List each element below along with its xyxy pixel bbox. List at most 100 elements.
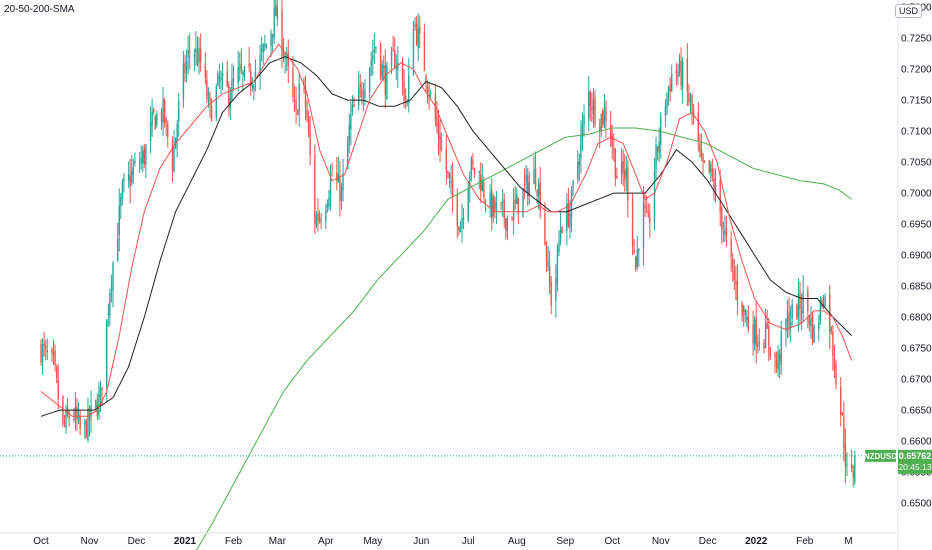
candle-body (309, 132, 311, 156)
candle-body (755, 317, 757, 347)
candle-body (602, 109, 604, 124)
candle-body (620, 161, 623, 175)
candle-body (603, 110, 606, 126)
candle-body (478, 171, 480, 174)
candle-body (613, 148, 615, 150)
candle-body (611, 135, 613, 148)
candle-body (547, 261, 549, 267)
price-axis-tick: 0.72500 (901, 34, 932, 45)
candle-body (818, 321, 820, 330)
candle-body (373, 49, 376, 53)
time-axis-label: Nov (652, 536, 670, 547)
candle-body (555, 278, 557, 302)
candle-body (339, 175, 341, 202)
candle-body (649, 216, 651, 223)
candle-body (636, 250, 638, 267)
candle-body (741, 303, 743, 316)
candle-body (357, 87, 360, 106)
candle-body (372, 55, 374, 60)
candle-body (451, 177, 454, 197)
candle-body (653, 171, 656, 222)
candle-body (63, 422, 66, 424)
candle-body (522, 188, 524, 217)
candle-body (154, 116, 156, 130)
candle-body (151, 112, 153, 127)
candle-body (99, 387, 102, 397)
candle-body (397, 62, 399, 71)
candle-body (807, 290, 809, 312)
price-axis[interactable]: 0.650000.655000.660000.665000.670000.675… (901, 3, 932, 510)
time-axis-label: Aug (508, 536, 526, 547)
candle-body (76, 406, 78, 419)
candle-body (336, 172, 338, 181)
candle-body (456, 194, 458, 227)
currency-badge[interactable]: USD (894, 4, 922, 18)
candle-body (735, 281, 737, 284)
candle-body (66, 407, 69, 415)
candle-body (342, 172, 344, 190)
candle-body (243, 66, 246, 77)
candle-body (350, 113, 352, 129)
candle-body (588, 91, 590, 119)
candle-body (686, 57, 689, 91)
time-axis-label: 2021 (174, 536, 197, 547)
candle-body (401, 60, 404, 80)
candle-body (364, 89, 366, 99)
candle-body (791, 304, 793, 319)
candle-body (667, 87, 670, 92)
candle-body (176, 124, 178, 142)
time-axis[interactable]: Oct Nov Dec 2021 Feb Mar Apr May Jun Jul Aug Sep Oct… (33, 536, 852, 547)
candle-body (758, 341, 761, 344)
candle-body (57, 379, 59, 400)
indicator-legend[interactable]: 20-50-200-SMA (4, 4, 75, 15)
candle-body (52, 350, 55, 355)
candle-body (436, 115, 438, 127)
candle-body (852, 471, 854, 478)
candle-body (516, 194, 518, 205)
candle-body (753, 319, 756, 345)
candle-body (645, 210, 648, 212)
candle-body (609, 125, 612, 140)
candle-body (633, 250, 635, 254)
candle-body (732, 259, 734, 268)
candle-body (830, 328, 833, 331)
candle-body (85, 421, 88, 438)
candle-body (733, 269, 735, 280)
candle-body (550, 282, 552, 306)
candle-body (775, 359, 778, 368)
candle-body (264, 44, 266, 46)
candle-body (46, 350, 48, 352)
candle-body (528, 182, 530, 197)
candle-body (461, 217, 463, 229)
candle-body (725, 228, 728, 237)
candle-body (90, 405, 92, 417)
candle-body (567, 203, 570, 226)
candle-body (788, 311, 790, 331)
candle-body (492, 196, 494, 217)
candle-body (44, 346, 47, 349)
candle-body (296, 112, 299, 115)
candle-body (419, 27, 421, 34)
time-axis-label: Nov (81, 536, 99, 547)
candle-body (569, 213, 571, 228)
candle-body (254, 72, 257, 83)
candle-body (107, 313, 109, 316)
candle-body (680, 60, 682, 86)
candle-body (392, 49, 394, 52)
candle-body (370, 60, 372, 67)
candle-body (578, 161, 581, 166)
candle-body (298, 83, 300, 113)
candle-body (248, 63, 250, 68)
time-axis-label: 2022 (745, 536, 768, 547)
candle-body (799, 291, 801, 310)
time-axis-label: Oct (604, 536, 620, 547)
candle-body (500, 202, 502, 204)
candle-body (265, 44, 268, 48)
time-axis-label: Jun (413, 536, 429, 547)
candle-body (583, 115, 585, 125)
